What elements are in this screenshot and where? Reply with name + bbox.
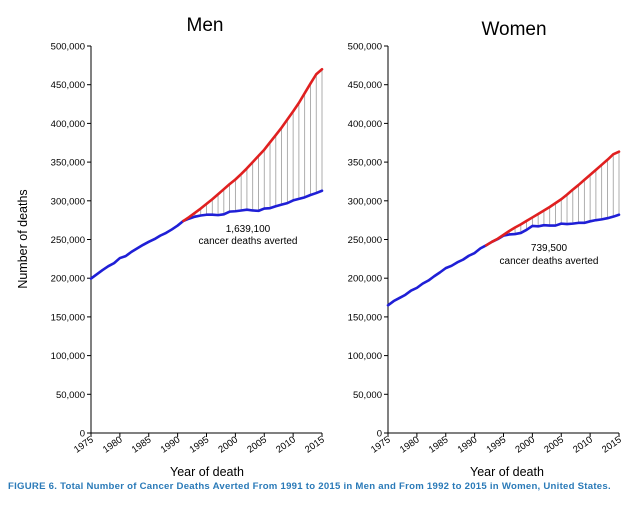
- men-x-tick-label: 2015: [303, 434, 327, 455]
- women-chart-title: Women: [481, 19, 546, 40]
- men-y-tick-label: 350,000: [51, 158, 85, 169]
- women-y-tick-label: 100,000: [348, 351, 382, 362]
- men-annotation-value: 1,639,100: [226, 224, 271, 235]
- women-expected-deaths-line: [484, 150, 621, 247]
- men-x-tick-label: 2005: [245, 434, 269, 455]
- women-y-tick-label: 400,000: [348, 119, 382, 130]
- men-x-tick-label: 1995: [188, 434, 212, 455]
- men-y-tick-label: 400,000: [51, 119, 85, 130]
- men-plot-area: 0 50,000 100,000 150,000 200,000 250,000 300,0…: [51, 42, 327, 456]
- women-y-tick-label: 250,000: [348, 235, 382, 246]
- men-y-tick-label: 200,000: [51, 274, 85, 285]
- men-y-tick-label: 50,000: [56, 390, 85, 401]
- women-x-tick-label: 1985: [427, 434, 451, 455]
- women-x-tick-label: 1975: [369, 434, 393, 455]
- women-x-tick-label: 1980: [398, 434, 422, 455]
- men-x-tick-label: 1980: [101, 434, 125, 455]
- men-y-tick-label: 0: [80, 429, 85, 440]
- men-expected-deaths-line: [182, 67, 324, 223]
- women-x-tick-label: 2000: [513, 434, 537, 455]
- men-y-tick-label: 250,000: [51, 235, 85, 246]
- men-y-tick-label: 500,000: [51, 42, 85, 53]
- men-y-tick-label: 150,000: [51, 312, 85, 323]
- women-x-tick-label: 1990: [456, 434, 480, 455]
- men-x-tick-label: 2000: [216, 434, 240, 455]
- men-observed-deaths-line: [89, 189, 324, 280]
- men-y-tick-label: 300,000: [51, 196, 85, 207]
- women-y-tick-label: 0: [377, 429, 382, 440]
- men-x-axis-label: Year of death: [170, 465, 244, 479]
- women-y-tick-label: 200,000: [348, 274, 382, 285]
- men-y-tick-label: 100,000: [51, 351, 85, 362]
- men-annotation-text: cancer deaths averted: [199, 236, 298, 247]
- women-x-axis-label: Year of death: [470, 465, 544, 479]
- women-y-tick-label: 450,000: [348, 80, 382, 91]
- women-y-tick-label: 150,000: [348, 312, 382, 323]
- women-x-tick-label: 2005: [542, 434, 566, 455]
- men-x-tick-label: 1975: [72, 434, 96, 455]
- men-chart-title: Men: [187, 15, 224, 36]
- women-y-tick-label: 300,000: [348, 196, 382, 207]
- men-x-tick-label: 1985: [130, 434, 154, 455]
- figure-caption: FIGURE 6. Total Number of Cancer Deaths …: [8, 481, 611, 492]
- women-annotation-text: cancer deaths averted: [500, 256, 599, 267]
- men-panel: Men Number of deaths Year of death 0 50,0…: [16, 15, 327, 479]
- women-y-tick-label: 500,000: [348, 42, 382, 53]
- women-plot-area: 0 50,000 100,000 150,000 200,000 250,000 300,0…: [348, 42, 624, 456]
- men-y-tick-label: 450,000: [51, 80, 85, 91]
- women-y-tick-label: 50,000: [353, 390, 382, 401]
- women-panel: Women Year of death 0 50,000 100,000 150,00…: [348, 19, 624, 479]
- men-x-tick-label: 2010: [274, 434, 298, 455]
- women-annotation-value: 739,500: [531, 243, 568, 254]
- women-y-tick-label: 350,000: [348, 158, 382, 169]
- women-x-tick-label: 1995: [485, 434, 509, 455]
- women-x-tick-label: 2010: [571, 434, 595, 455]
- men-x-tick-label: 1990: [159, 434, 183, 455]
- women-x-tick-label: 2015: [600, 434, 624, 455]
- y-axis-label: Number of deaths: [16, 189, 30, 288]
